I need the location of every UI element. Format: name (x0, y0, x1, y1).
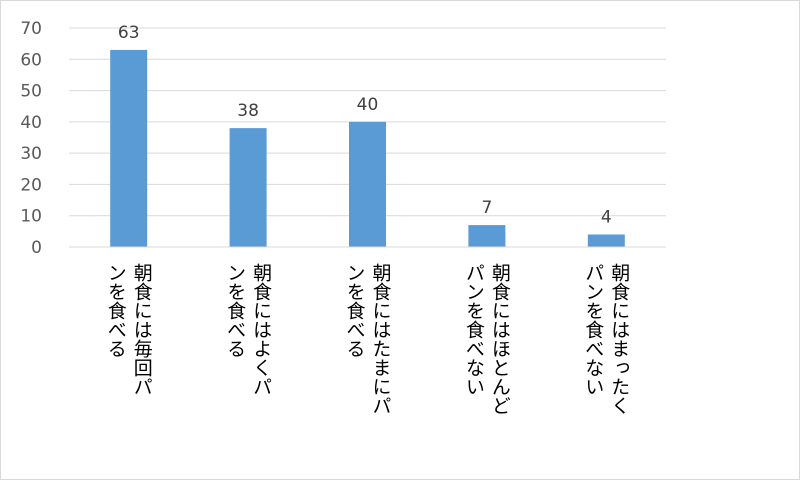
data-label: 63 (118, 23, 140, 43)
y-tick-label: 50 (20, 82, 42, 102)
data-label: 38 (237, 101, 259, 121)
x-tick-label: 朝食にはたまにパ ンを食べる (336, 263, 400, 463)
bar (349, 121, 386, 247)
bar (229, 128, 267, 247)
x-tick-label: 朝食にはほとんど パンを食べない (455, 263, 519, 463)
y-tick-label: 60 (20, 50, 42, 70)
category-label-text: 朝食には毎回パ ンを食べる (104, 263, 153, 396)
y-tick-label: 30 (20, 144, 42, 164)
bars (110, 49, 625, 248)
y-tick-label: 0 (31, 238, 42, 258)
category-label-text: 朝食にはたまにパ ンを食べる (343, 263, 392, 415)
category-label-text: 朝食にはほとんど パンを食べない (462, 263, 511, 415)
data-label: 40 (357, 95, 379, 115)
x-tick-label: 朝食にはまったく パンを食べない (574, 263, 638, 463)
data-label: 4 (601, 207, 612, 227)
x-tick-label: 朝食には毎回パ ンを食べる (97, 263, 161, 463)
x-tick-label: 朝食にはよくパ ンを食べる (216, 263, 280, 463)
bar (110, 49, 148, 248)
y-tick-label: 70 (20, 19, 42, 39)
bar (587, 234, 625, 247)
y-tick-label: 10 (20, 207, 42, 227)
y-axis-ticks: 0 10 20 30 40 50 60 70 (20, 19, 42, 258)
category-label-text: 朝食にはよくパ ンを食べる (224, 263, 273, 396)
bar (468, 225, 506, 247)
data-label: 7 (481, 198, 492, 218)
data-labels: 63 38 40 7 4 (118, 23, 612, 228)
y-tick-label: 20 (20, 175, 42, 195)
y-tick-label: 40 (20, 113, 42, 133)
category-label-text: 朝食にはまったく パンを食べない (582, 263, 631, 415)
